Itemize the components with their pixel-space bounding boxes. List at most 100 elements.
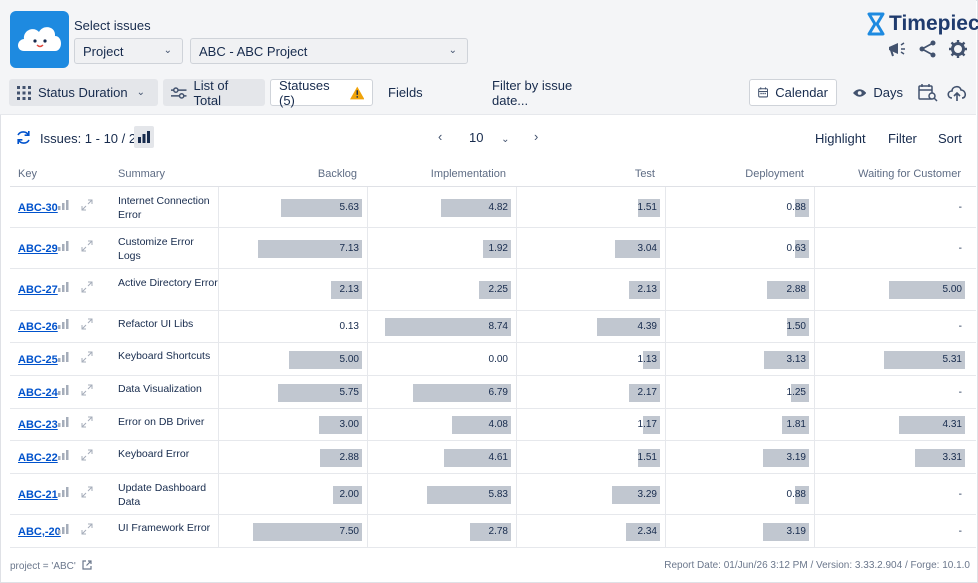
duration-bar [479, 281, 511, 299]
duration-bar [795, 240, 809, 258]
duration-value: 1.17 [637, 419, 657, 430]
bar-chart-icon[interactable] [58, 200, 69, 213]
table-row: ABC-25 Keyboard Shortcuts 5.00 0.00 1.13 3.13… [10, 343, 976, 376]
bar-chart-icon[interactable] [58, 319, 69, 332]
duration-value: 5.00 [339, 354, 359, 365]
column-deployment[interactable]: Deployment [745, 168, 804, 180]
duration-value: 1.25 [786, 387, 806, 398]
duration-bar [626, 523, 660, 541]
issue-key-link[interactable]: ABC-23 [18, 419, 58, 431]
sort-button[interactable]: Sort [938, 131, 962, 146]
chevron-left-icon[interactable]: ‹ [438, 129, 443, 144]
calendar-button[interactable]: Calendar [749, 79, 837, 106]
expand-icon[interactable] [81, 449, 93, 464]
expand-icon[interactable] [81, 281, 93, 296]
table-row: ABC-22 Keyboard Error 2.88 4.61 1.51 3.19 3.31 [10, 441, 976, 474]
statuses-label: Statuses (5) [279, 77, 330, 108]
bar-chart-icon[interactable] [58, 385, 69, 398]
fields-button[interactable]: Fields [380, 79, 430, 106]
filter-date-label: Filter by issue date... [492, 77, 573, 108]
chevron-right-icon[interactable]: › [534, 129, 539, 144]
status-duration-dropdown[interactable]: Status Duration ⌄ [9, 79, 158, 106]
duration-value: 4.82 [488, 202, 508, 213]
duration-value: 5.00 [942, 284, 962, 295]
duration-bar [629, 384, 660, 402]
column-key[interactable]: Key [18, 168, 37, 180]
issue-summary: Refactor UI Libs [118, 318, 194, 330]
bar-chart-icon[interactable] [58, 417, 69, 430]
duration-bar [643, 416, 660, 434]
share-icon[interactable] [918, 40, 938, 58]
duration-value: 4.31 [942, 419, 962, 430]
expand-icon[interactable] [81, 318, 93, 333]
bar-chart-icon[interactable] [58, 450, 69, 463]
duration-value: 0.13 [339, 321, 359, 332]
column-backlog[interactable]: Backlog [317, 168, 357, 180]
issue-key-link[interactable]: ABC-29 [18, 243, 58, 255]
expand-icon[interactable] [81, 351, 93, 366]
bar-chart-icon[interactable] [58, 487, 69, 500]
bar-chart-icon[interactable] [58, 241, 69, 254]
issue-key-link[interactable]: ABC-24 [18, 387, 58, 399]
bar-chart-icon[interactable] [58, 524, 69, 537]
pager-row: Issues: 1 - 10 / 29 ‹ 10 ⌄ › Highlight F… [0, 116, 976, 160]
expand-icon[interactable] [81, 523, 93, 538]
gear-icon[interactable] [948, 40, 968, 58]
duration-value: - [958, 202, 962, 213]
expand-icon[interactable] [81, 416, 93, 431]
status-duration-label: Status Duration [38, 85, 128, 100]
column-waiting-for-customer[interactable]: Waiting for Customer [858, 168, 961, 180]
issue-key-link[interactable]: ABC-25 [18, 354, 58, 366]
expand-icon[interactable] [81, 486, 93, 501]
highlight-button[interactable]: Highlight [815, 131, 866, 146]
cloud-upload-icon[interactable] [946, 84, 968, 102]
days-toggle[interactable]: Days [845, 79, 911, 106]
bar-chart-toggle[interactable] [134, 126, 154, 148]
bar-chart-icon[interactable] [58, 282, 69, 295]
calendar-search-icon[interactable] [918, 84, 938, 102]
expand-icon[interactable] [81, 199, 93, 214]
chevron-down-icon: ⌄ [501, 134, 510, 145]
duration-value: 1.51 [637, 202, 657, 213]
filter-button[interactable]: Filter [888, 131, 917, 146]
expand-icon[interactable] [81, 384, 93, 399]
megaphone-icon[interactable] [887, 40, 907, 58]
duration-value: 5.75 [339, 387, 359, 398]
jql-query[interactable]: project = 'ABC' [10, 560, 92, 572]
issue-key-link[interactable]: ABC-22 [18, 452, 58, 464]
column-implementation[interactable]: Implementation [430, 168, 506, 180]
list-of-total-button[interactable]: List of Total [163, 78, 265, 108]
page-size-select[interactable]: 10 ⌄ [469, 130, 509, 145]
issue-key-link[interactable]: ABC,-20 [18, 526, 61, 538]
bar-chart-icon[interactable] [58, 352, 69, 365]
duration-value: 2.25 [488, 284, 508, 295]
issue-key-link[interactable]: ABC-21 [18, 489, 58, 501]
issue-key-link[interactable]: ABC-26 [18, 321, 58, 333]
issue-key-link[interactable]: ABC-30 [18, 202, 58, 214]
duration-bar [629, 281, 660, 299]
duration-bar [763, 523, 809, 541]
refresh-icon[interactable] [16, 130, 31, 145]
project-type-dropdown[interactable]: Project ⌄ [74, 38, 183, 64]
duration-value: 3.31 [942, 452, 962, 463]
expand-icon[interactable] [81, 240, 93, 255]
duration-bar [427, 486, 511, 504]
duration-value: - [958, 489, 962, 500]
column-test[interactable]: Test [634, 168, 655, 180]
duration-bar [281, 199, 362, 217]
days-label: Days [873, 85, 903, 100]
column-summary[interactable]: Summary [118, 168, 166, 180]
duration-bar [258, 240, 362, 258]
filter-by-issue-date-button[interactable]: Filter by issue date... [484, 77, 614, 108]
project-select-dropdown[interactable]: ABC - ABC Project ⌄ [190, 38, 468, 64]
duration-bar [612, 486, 660, 504]
duration-value: 3.04 [637, 243, 657, 254]
duration-value: 7.13 [339, 243, 359, 254]
duration-value: 2.13 [339, 284, 359, 295]
chevron-down-icon: ⌄ [136, 87, 145, 98]
statuses-button[interactable]: Statuses (5) [270, 77, 373, 108]
issue-summary: Data Visualization [118, 383, 202, 395]
external-link-icon [81, 560, 92, 570]
issue-key-link[interactable]: ABC-27 [18, 284, 58, 296]
table-row: ABC-30 Internet Connection Error 5.63 4.82 1… [10, 187, 976, 228]
